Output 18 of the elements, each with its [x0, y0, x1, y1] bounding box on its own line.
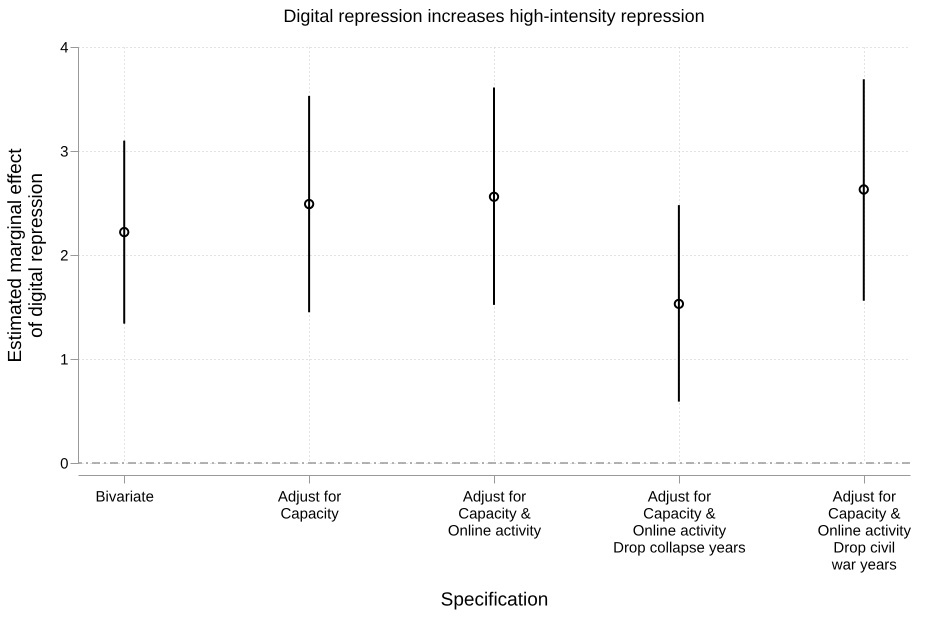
point [119, 226, 130, 238]
point [304, 198, 314, 210]
y-tick-label: 1 [60, 352, 68, 368]
x-tick-label: Adjust for Capacity [278, 488, 342, 522]
point [858, 184, 869, 195]
y-tick-label: 4 [60, 40, 68, 56]
x-tick-label: Adjust for Capacity & Online activity [448, 488, 542, 540]
y-tick-label: 0 [60, 456, 68, 472]
x-axis-title: Specification [440, 590, 548, 610]
point [674, 298, 684, 310]
x-tick-label: Adjust for Capacity & Online activity Drop civil war years [818, 488, 912, 574]
y-axis-title: Estimated marginal effect of digital repression [5, 148, 48, 363]
point [488, 192, 500, 202]
y-tick-label: 3 [60, 144, 68, 160]
y-tick-label: 2 [60, 248, 68, 264]
chart-title: Digital repression increases high-intensity repression [283, 6, 705, 26]
x-tick-label: Bivariate [96, 488, 154, 506]
x-tick-label: Adjust for Capacity & Online activity Drop collapse years [613, 488, 746, 556]
